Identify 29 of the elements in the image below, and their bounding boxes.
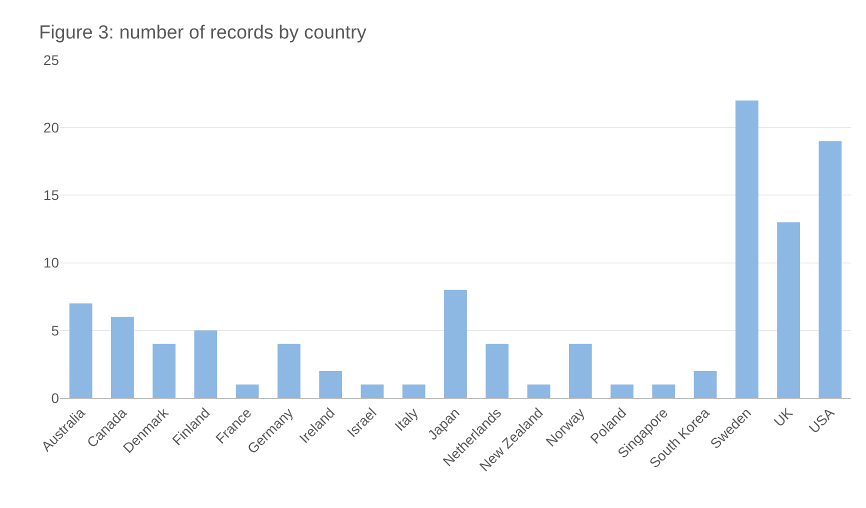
bar [69, 303, 92, 398]
bar [568, 344, 592, 398]
bar [360, 384, 384, 398]
bar [694, 370, 717, 398]
bar [486, 344, 509, 398]
bar [319, 370, 342, 398]
bar [278, 344, 300, 398]
bar [735, 100, 758, 398]
y-tick-label: 25 [43, 52, 60, 68]
bar [527, 384, 550, 398]
bar [152, 344, 176, 398]
bar [194, 330, 218, 398]
y-tick-label: 0 [51, 390, 60, 406]
x-tick-label: UK [770, 404, 796, 430]
y-tick-label: 15 [43, 187, 60, 204]
x-tick-label: USA [806, 404, 838, 436]
y-tick-label: 5 [51, 322, 60, 338]
y-tick-label: 10 [43, 254, 60, 271]
x-tick-label: Italy [391, 404, 421, 434]
bar [610, 384, 634, 398]
y-tick-label: 20 [43, 120, 60, 136]
bar [236, 384, 259, 398]
bar [818, 141, 842, 398]
bar [444, 290, 467, 398]
bar [402, 384, 426, 398]
bar [111, 316, 134, 398]
bar [652, 384, 676, 398]
bar [777, 222, 800, 398]
chart-title: Figure 3: number of records by country [38, 22, 367, 44]
